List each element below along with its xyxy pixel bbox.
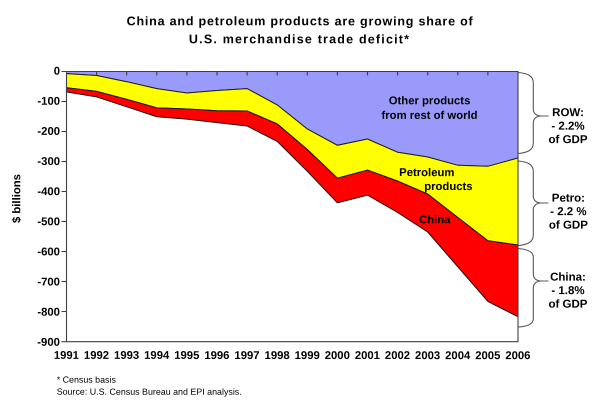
svg-text:ROW:: ROW:	[552, 107, 584, 119]
svg-text:1997: 1997	[234, 350, 259, 362]
svg-text:2006: 2006	[505, 350, 530, 362]
svg-text:-700: -700	[37, 277, 60, 289]
svg-text:1994: 1994	[144, 350, 170, 362]
svg-text:of GDP: of GDP	[548, 299, 587, 311]
svg-text:- 2.2%: - 2.2%	[551, 121, 584, 133]
svg-text:from rest of world: from rest of world	[382, 110, 478, 122]
svg-text:2004: 2004	[445, 350, 471, 362]
svg-text:1998: 1998	[265, 350, 290, 362]
svg-text:-100: -100	[37, 96, 60, 108]
svg-text:2003: 2003	[415, 350, 440, 362]
svg-text:2002: 2002	[385, 350, 410, 362]
svg-text:* Census basis: * Census basis	[57, 375, 117, 385]
svg-text:Petro:: Petro:	[552, 193, 585, 205]
svg-text:1996: 1996	[204, 350, 229, 362]
svg-text:Source: U.S. Census Bureau and: Source: U.S. Census Bureau and EPI analy…	[57, 387, 242, 397]
svg-text:2005: 2005	[475, 350, 500, 362]
svg-text:China: China	[419, 214, 451, 226]
svg-text:$ billions: $ billions	[11, 174, 23, 223]
svg-text:-400: -400	[37, 186, 60, 198]
svg-text:Petroleum: Petroleum	[399, 167, 454, 179]
svg-text:-500: -500	[37, 216, 60, 228]
svg-text:Other products: Other products	[389, 95, 471, 107]
svg-text:China:: China:	[550, 272, 586, 284]
svg-text:U.S. merchandise trade deficit: U.S. merchandise trade deficit*	[189, 32, 410, 46]
svg-text:products: products	[424, 181, 472, 193]
svg-text:of GDP: of GDP	[549, 220, 588, 232]
svg-text:1992: 1992	[84, 350, 109, 362]
svg-text:1995: 1995	[174, 350, 199, 362]
svg-text:-800: -800	[37, 307, 60, 319]
svg-text:0: 0	[54, 66, 60, 78]
svg-text:of GDP: of GDP	[549, 134, 588, 146]
svg-text:1991: 1991	[54, 350, 79, 362]
svg-text:- 2.2 %: - 2.2 %	[550, 206, 586, 218]
svg-text:-900: -900	[37, 337, 60, 349]
svg-text:-200: -200	[37, 126, 60, 138]
svg-text:-600: -600	[37, 246, 60, 258]
svg-text:-300: -300	[37, 156, 60, 168]
svg-text:- 1.8%: - 1.8%	[551, 285, 584, 297]
svg-text:2000: 2000	[325, 350, 350, 362]
svg-text:1993: 1993	[114, 350, 139, 362]
svg-text:1999: 1999	[295, 350, 320, 362]
svg-text:2001: 2001	[355, 350, 380, 362]
svg-text:China and petroleum products a: China and petroleum products are growing…	[127, 14, 474, 28]
